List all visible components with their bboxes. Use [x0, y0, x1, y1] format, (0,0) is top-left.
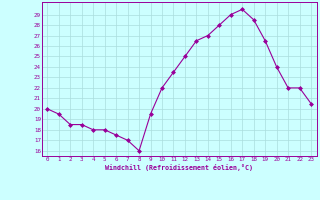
X-axis label: Windchill (Refroidissement éolien,°C): Windchill (Refroidissement éolien,°C)	[105, 164, 253, 171]
